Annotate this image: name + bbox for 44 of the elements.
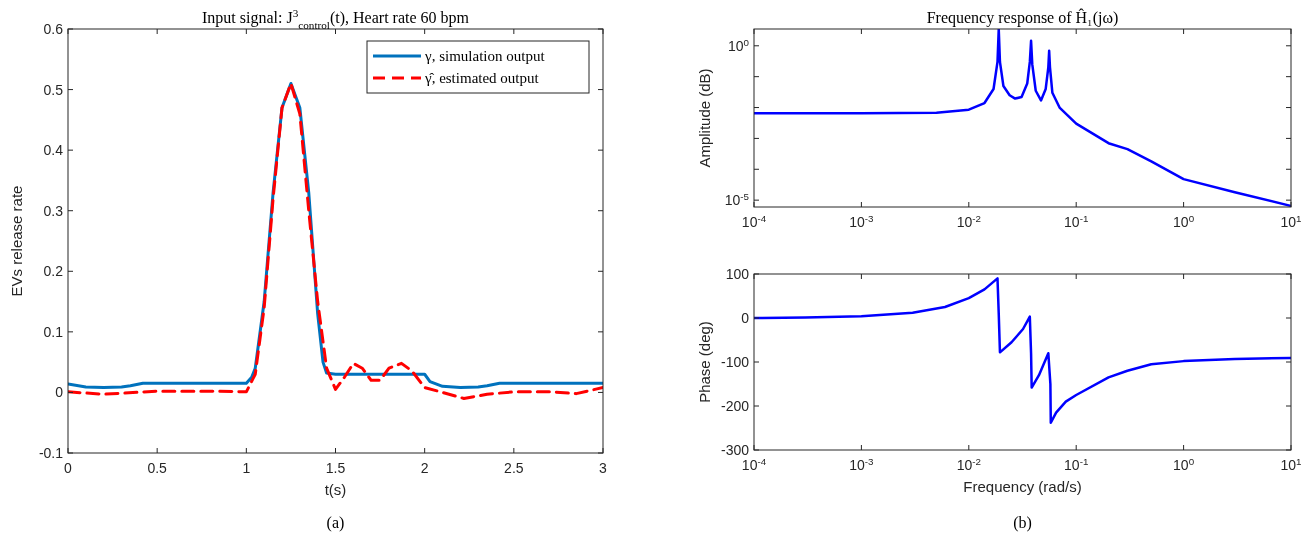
y-tick-label: 0.6: [43, 21, 64, 37]
text: (a): [326, 514, 345, 532]
y-tick-label: 0.3: [43, 202, 64, 219]
legend-label: γ, simulation output: [424, 48, 546, 64]
x-tick-label: 10$^{1}$: [1280, 455, 1302, 473]
x-tick-label: 10$^{-1}$: [1064, 212, 1089, 230]
x-tick-label: 1.5: [325, 460, 346, 476]
y-tick-label: 0.2: [43, 263, 64, 280]
x-tick-label: 2: [420, 460, 429, 476]
x-tick-label: 0.5: [147, 460, 168, 476]
y-tick-label: -300: [720, 442, 750, 458]
x-axis-title: t(s): [324, 481, 347, 498]
text: (b): [1013, 514, 1032, 532]
x-tick-label: 10$^{-4}$: [741, 212, 767, 230]
y-axis-title: Amplitude (dB): [696, 68, 713, 168]
chart-title: Frequency response of Ĥ₁(jω): [926, 8, 1119, 27]
x-tick-label: 3: [599, 460, 608, 476]
y-tick-label: 100: [725, 266, 750, 282]
y-tick-label: 10$^{0}$: [727, 36, 750, 54]
y-tick-label: 10$^{-5}$: [724, 190, 750, 209]
x-tick-label: 10$^{-3}$: [849, 455, 875, 473]
x-tick-label: 10$^{-4}$: [741, 455, 767, 473]
y-axis-title: Phase (deg): [696, 321, 713, 403]
y-tick-label: 0.1: [43, 323, 64, 340]
x-tick-label: 1: [242, 460, 251, 476]
x-tick-label: 10$^{-2}$: [956, 212, 981, 230]
y-axis-title: EVs release rate: [8, 185, 25, 297]
y-tick-label: -0.1: [38, 445, 64, 461]
x-tick-label: 10$^{-2}$: [956, 455, 981, 473]
x-tick-label: 2.5: [504, 460, 524, 476]
y-tick-label: 0.4: [43, 142, 64, 159]
x-tick-label: 10$^{1}$: [1280, 212, 1302, 230]
x-tick-label: 10$^{-1}$: [1064, 455, 1089, 473]
legend-label: γ̂, estimated output: [424, 70, 540, 86]
x-axis-title: Frequency (rad/s): [963, 478, 1082, 495]
y-tick-label: 0: [55, 384, 64, 401]
x-tick-label: 10$^{0}$: [1173, 212, 1195, 230]
y-tick-label: -200: [720, 398, 750, 414]
x-tick-label: 10$^{0}$: [1173, 455, 1195, 473]
y-tick-label: -100: [720, 354, 750, 370]
x-tick-label: 10$^{-3}$: [849, 212, 875, 230]
y-tick-label: 0: [741, 310, 750, 326]
y-tick-label: 0.5: [43, 81, 64, 98]
chart-title: Input signal: J$^{3}$$_{control}$(t), Heart rate 60 bpm: [201, 7, 470, 31]
